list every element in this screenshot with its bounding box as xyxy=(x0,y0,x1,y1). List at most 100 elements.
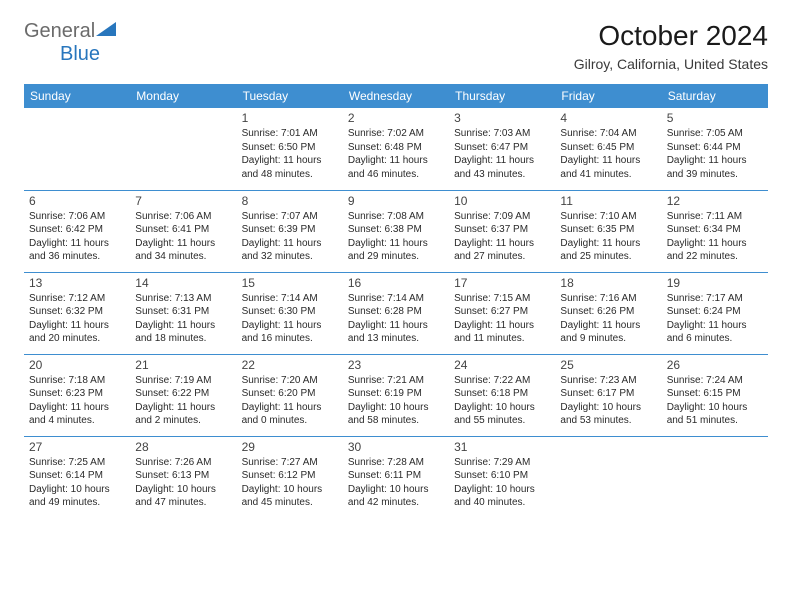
day-detail-line: Daylight: 11 hours xyxy=(560,237,656,251)
day-detail-line: Sunrise: 7:21 AM xyxy=(348,374,444,388)
day-number: 18 xyxy=(560,276,656,290)
day-detail-line: Sunset: 6:34 PM xyxy=(667,223,763,237)
day-number: 19 xyxy=(667,276,763,290)
day-detail-line: Daylight: 11 hours xyxy=(242,401,338,415)
day-detail-line: and 20 minutes. xyxy=(29,332,125,346)
day-detail-line: Sunrise: 7:08 AM xyxy=(348,210,444,224)
day-detail-line: and 47 minutes. xyxy=(135,496,231,510)
day-detail-text: Sunrise: 7:12 AMSunset: 6:32 PMDaylight:… xyxy=(29,292,125,346)
day-detail-line: and 39 minutes. xyxy=(667,168,763,182)
day-detail-line: Daylight: 10 hours xyxy=(135,483,231,497)
logo: GeneralBlue xyxy=(24,20,116,66)
day-detail-line: Sunset: 6:10 PM xyxy=(454,469,550,483)
calendar-day-cell xyxy=(662,436,768,518)
day-detail-text: Sunrise: 7:21 AMSunset: 6:19 PMDaylight:… xyxy=(348,374,444,428)
day-detail-text: Sunrise: 7:05 AMSunset: 6:44 PMDaylight:… xyxy=(667,127,763,181)
day-detail-line: Sunrise: 7:07 AM xyxy=(242,210,338,224)
day-detail-line: Sunrise: 7:01 AM xyxy=(242,127,338,141)
calendar-day-cell xyxy=(130,108,236,190)
day-number: 28 xyxy=(135,440,231,454)
day-detail-line: Daylight: 11 hours xyxy=(667,154,763,168)
day-detail-line: Sunrise: 7:27 AM xyxy=(242,456,338,470)
day-detail-line: Daylight: 11 hours xyxy=(29,401,125,415)
day-detail-text: Sunrise: 7:07 AMSunset: 6:39 PMDaylight:… xyxy=(242,210,338,264)
day-detail-line: Sunset: 6:44 PM xyxy=(667,141,763,155)
day-number: 9 xyxy=(348,194,444,208)
day-number: 13 xyxy=(29,276,125,290)
calendar-day-cell: 12Sunrise: 7:11 AMSunset: 6:34 PMDayligh… xyxy=(662,190,768,272)
day-detail-text: Sunrise: 7:08 AMSunset: 6:38 PMDaylight:… xyxy=(348,210,444,264)
day-detail-text: Sunrise: 7:04 AMSunset: 6:45 PMDaylight:… xyxy=(560,127,656,181)
day-detail-text: Sunrise: 7:25 AMSunset: 6:14 PMDaylight:… xyxy=(29,456,125,510)
day-detail-text: Sunrise: 7:28 AMSunset: 6:11 PMDaylight:… xyxy=(348,456,444,510)
calendar-week-row: 1Sunrise: 7:01 AMSunset: 6:50 PMDaylight… xyxy=(24,108,768,190)
day-detail-line: Sunrise: 7:03 AM xyxy=(454,127,550,141)
day-detail-line: and 46 minutes. xyxy=(348,168,444,182)
day-detail-text: Sunrise: 7:03 AMSunset: 6:47 PMDaylight:… xyxy=(454,127,550,181)
day-detail-line: Sunrise: 7:22 AM xyxy=(454,374,550,388)
day-detail-text: Sunrise: 7:06 AMSunset: 6:41 PMDaylight:… xyxy=(135,210,231,264)
day-detail-line: Sunset: 6:23 PM xyxy=(29,387,125,401)
calendar-day-cell: 26Sunrise: 7:24 AMSunset: 6:15 PMDayligh… xyxy=(662,354,768,436)
calendar-page: GeneralBlue October 2024 Gilroy, Califor… xyxy=(0,0,792,538)
day-detail-line: Sunset: 6:15 PM xyxy=(667,387,763,401)
day-detail-line: Daylight: 11 hours xyxy=(348,154,444,168)
day-detail-line: Sunrise: 7:04 AM xyxy=(560,127,656,141)
day-detail-text: Sunrise: 7:23 AMSunset: 6:17 PMDaylight:… xyxy=(560,374,656,428)
day-detail-text: Sunrise: 7:02 AMSunset: 6:48 PMDaylight:… xyxy=(348,127,444,181)
day-detail-line: Sunset: 6:32 PM xyxy=(29,305,125,319)
calendar-day-cell: 10Sunrise: 7:09 AMSunset: 6:37 PMDayligh… xyxy=(449,190,555,272)
calendar-day-cell: 17Sunrise: 7:15 AMSunset: 6:27 PMDayligh… xyxy=(449,272,555,354)
day-detail-line: and 41 minutes. xyxy=(560,168,656,182)
day-number: 14 xyxy=(135,276,231,290)
day-detail-line: Daylight: 10 hours xyxy=(454,483,550,497)
day-detail-text: Sunrise: 7:16 AMSunset: 6:26 PMDaylight:… xyxy=(560,292,656,346)
day-detail-line: Daylight: 11 hours xyxy=(242,237,338,251)
calendar-day-cell: 9 Sunrise: 7:08 AMSunset: 6:38 PMDaylight… xyxy=(343,190,449,272)
day-detail-line: Daylight: 10 hours xyxy=(29,483,125,497)
day-detail-line: Daylight: 11 hours xyxy=(454,154,550,168)
day-detail-line: Daylight: 10 hours xyxy=(667,401,763,415)
day-number: 30 xyxy=(348,440,444,454)
day-detail-line: Daylight: 11 hours xyxy=(454,319,550,333)
day-number: 2 xyxy=(348,111,444,125)
day-detail-line: and 22 minutes. xyxy=(667,250,763,264)
day-number: 3 xyxy=(454,111,550,125)
calendar-week-row: 6Sunrise: 7:06 AMSunset: 6:42 PMDaylight… xyxy=(24,190,768,272)
day-detail-line: and 34 minutes. xyxy=(135,250,231,264)
calendar-day-cell: 18 Sunrise: 7:16 AMSunset: 6:26 PMDayligh… xyxy=(555,272,661,354)
day-detail-line: Sunset: 6:18 PM xyxy=(454,387,550,401)
day-detail-line: Sunrise: 7:24 AM xyxy=(667,374,763,388)
day-detail-line: Daylight: 10 hours xyxy=(560,401,656,415)
logo-triangle-icon xyxy=(96,22,116,41)
day-detail-line: Sunset: 6:24 PM xyxy=(667,305,763,319)
day-detail-text: Sunrise: 7:22 AMSunset: 6:18 PMDaylight:… xyxy=(454,374,550,428)
day-detail-line: Daylight: 11 hours xyxy=(242,319,338,333)
day-detail-line: Sunrise: 7:18 AM xyxy=(29,374,125,388)
day-detail-line: Sunset: 6:48 PM xyxy=(348,141,444,155)
calendar-day-cell: 1Sunrise: 7:01 AMSunset: 6:50 PMDaylight… xyxy=(237,108,343,190)
day-number: 23 xyxy=(348,358,444,372)
day-detail-line: and 51 minutes. xyxy=(667,414,763,428)
day-detail-line: and 53 minutes. xyxy=(560,414,656,428)
calendar-day-cell: 19 Sunrise: 7:17 AMSunset: 6:24 PMDayligh… xyxy=(662,272,768,354)
day-detail-line: Sunset: 6:38 PM xyxy=(348,223,444,237)
calendar-week-row: 27 Sunrise: 7:25 AMSunset: 6:14 PMDayligh… xyxy=(24,436,768,518)
day-number: 27 xyxy=(29,440,125,454)
day-number: 12 xyxy=(667,194,763,208)
weekday-header: Wednesday xyxy=(343,84,449,108)
day-number: 4 xyxy=(560,111,656,125)
page-title: October 2024 xyxy=(574,20,768,52)
calendar-day-cell: 28Sunrise: 7:26 AMSunset: 6:13 PMDayligh… xyxy=(130,436,236,518)
day-detail-line: and 45 minutes. xyxy=(242,496,338,510)
day-detail-line: Daylight: 11 hours xyxy=(348,237,444,251)
day-detail-text: Sunrise: 7:10 AMSunset: 6:35 PMDaylight:… xyxy=(560,210,656,264)
day-detail-text: Sunrise: 7:17 AMSunset: 6:24 PMDaylight:… xyxy=(667,292,763,346)
day-detail-text: Sunrise: 7:18 AMSunset: 6:23 PMDaylight:… xyxy=(29,374,125,428)
day-detail-line: and 9 minutes. xyxy=(560,332,656,346)
calendar-day-cell: 29Sunrise: 7:27 AMSunset: 6:12 PMDayligh… xyxy=(237,436,343,518)
day-detail-line: and 43 minutes. xyxy=(454,168,550,182)
day-detail-line: and 55 minutes. xyxy=(454,414,550,428)
day-detail-text: Sunrise: 7:01 AMSunset: 6:50 PMDaylight:… xyxy=(242,127,338,181)
day-detail-line: Sunset: 6:39 PM xyxy=(242,223,338,237)
